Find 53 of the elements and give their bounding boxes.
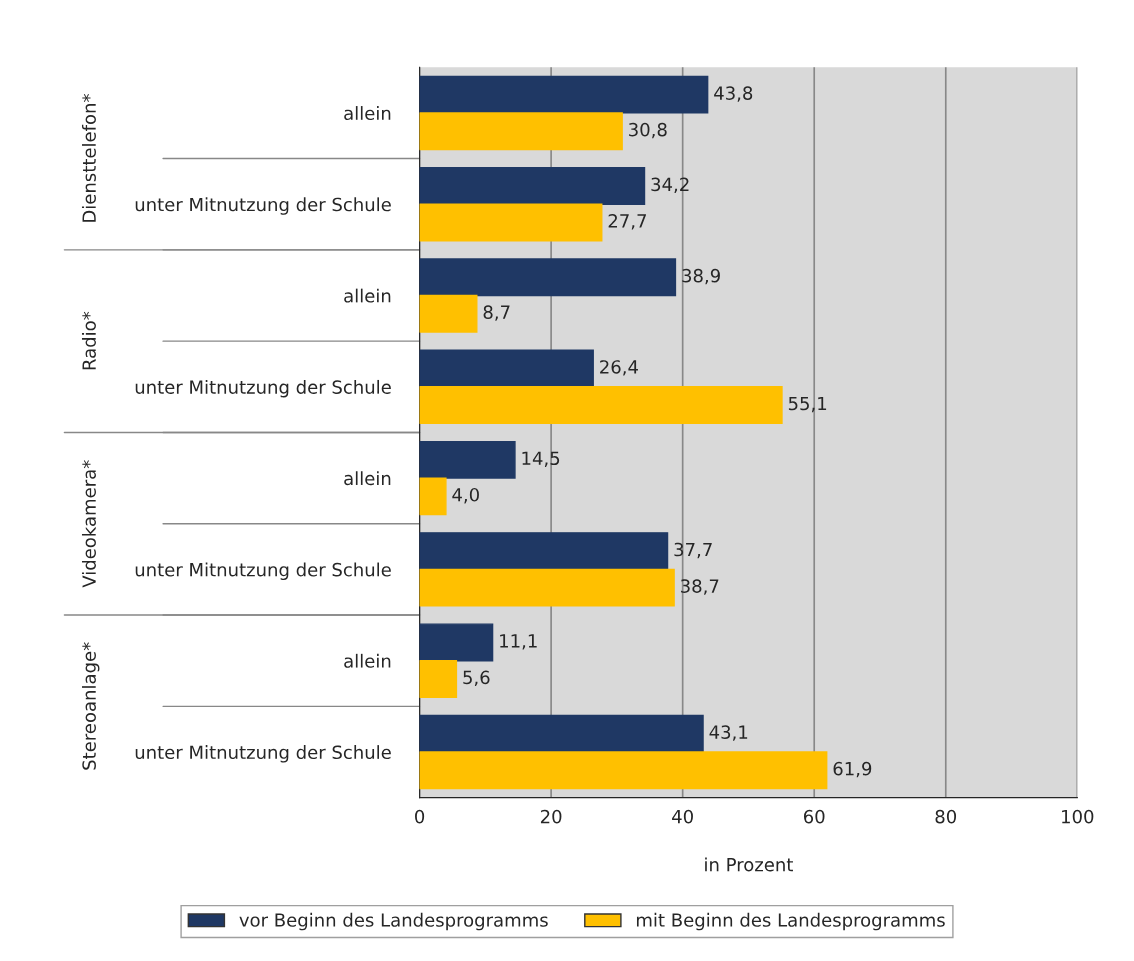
y-tick-label: allein — [344, 288, 391, 303]
data-label: 37,7 — [674, 542, 712, 559]
data-label: 8,7 — [483, 305, 510, 321]
legend-label: mit Beginn des Landesprogramms — [636, 912, 945, 931]
text: Radio* — [81, 311, 96, 370]
text: Stereoanlage* — [81, 642, 100, 770]
data-label: 27,7 — [608, 214, 646, 230]
x-tick-label: 100 — [1062, 809, 1094, 824]
data-label: 43,8 — [714, 86, 753, 102]
y-tick-label: allein — [344, 106, 391, 121]
data-label: 30,8 — [629, 122, 667, 139]
y-tick-label: allein — [344, 653, 391, 668]
bar — [419, 751, 828, 790]
bar — [419, 203, 603, 242]
x-tick-label: 0 — [415, 809, 425, 824]
bar — [419, 349, 594, 388]
bar — [419, 75, 709, 114]
bar — [419, 294, 478, 333]
bar — [419, 568, 675, 607]
data-label: 34,2 — [651, 177, 689, 194]
data-label: 11,1 — [500, 634, 537, 650]
text: Videokamera* — [81, 460, 96, 588]
x-tick-label: 80 — [935, 809, 957, 824]
bar — [419, 623, 494, 662]
bar — [419, 714, 704, 753]
data-label: 38,7 — [681, 579, 719, 595]
x-axis-title: in Prozent — [705, 857, 793, 872]
y-tick-label: unter Mitnutzung der Schule — [135, 562, 391, 581]
bar — [419, 440, 516, 479]
y-tick-label: allein — [344, 471, 391, 486]
y-tick-label: unter Mitnutzung der Schule — [135, 197, 391, 215]
bar — [419, 112, 623, 151]
text: Diensttelefon* — [81, 94, 96, 222]
bar — [419, 386, 783, 425]
y-tick-label: unter Mitnutzung der Schule — [135, 745, 391, 763]
data-label: 5,6 — [463, 670, 490, 687]
bar — [419, 659, 458, 698]
bar — [419, 166, 646, 205]
y-tick-label: unter Mitnutzung der Schule — [135, 379, 391, 398]
data-label: 14,5 — [522, 451, 560, 467]
bar — [419, 258, 677, 297]
data-label: 55,1 — [788, 396, 827, 413]
legend-label: vor Beginn des Landesprogramms — [239, 912, 548, 931]
bar — [419, 477, 447, 516]
data-label: 4,0 — [452, 487, 479, 504]
data-label: 61,9 — [833, 761, 872, 778]
x-tick-label: 40 — [672, 809, 693, 824]
bar — [419, 532, 669, 571]
data-label: 38,9 — [682, 268, 720, 285]
data-label: 26,4 — [600, 360, 638, 376]
data-label: 43,1 — [709, 725, 748, 741]
x-tick-label: 20 — [540, 809, 562, 824]
x-tick-label: 60 — [803, 809, 825, 824]
